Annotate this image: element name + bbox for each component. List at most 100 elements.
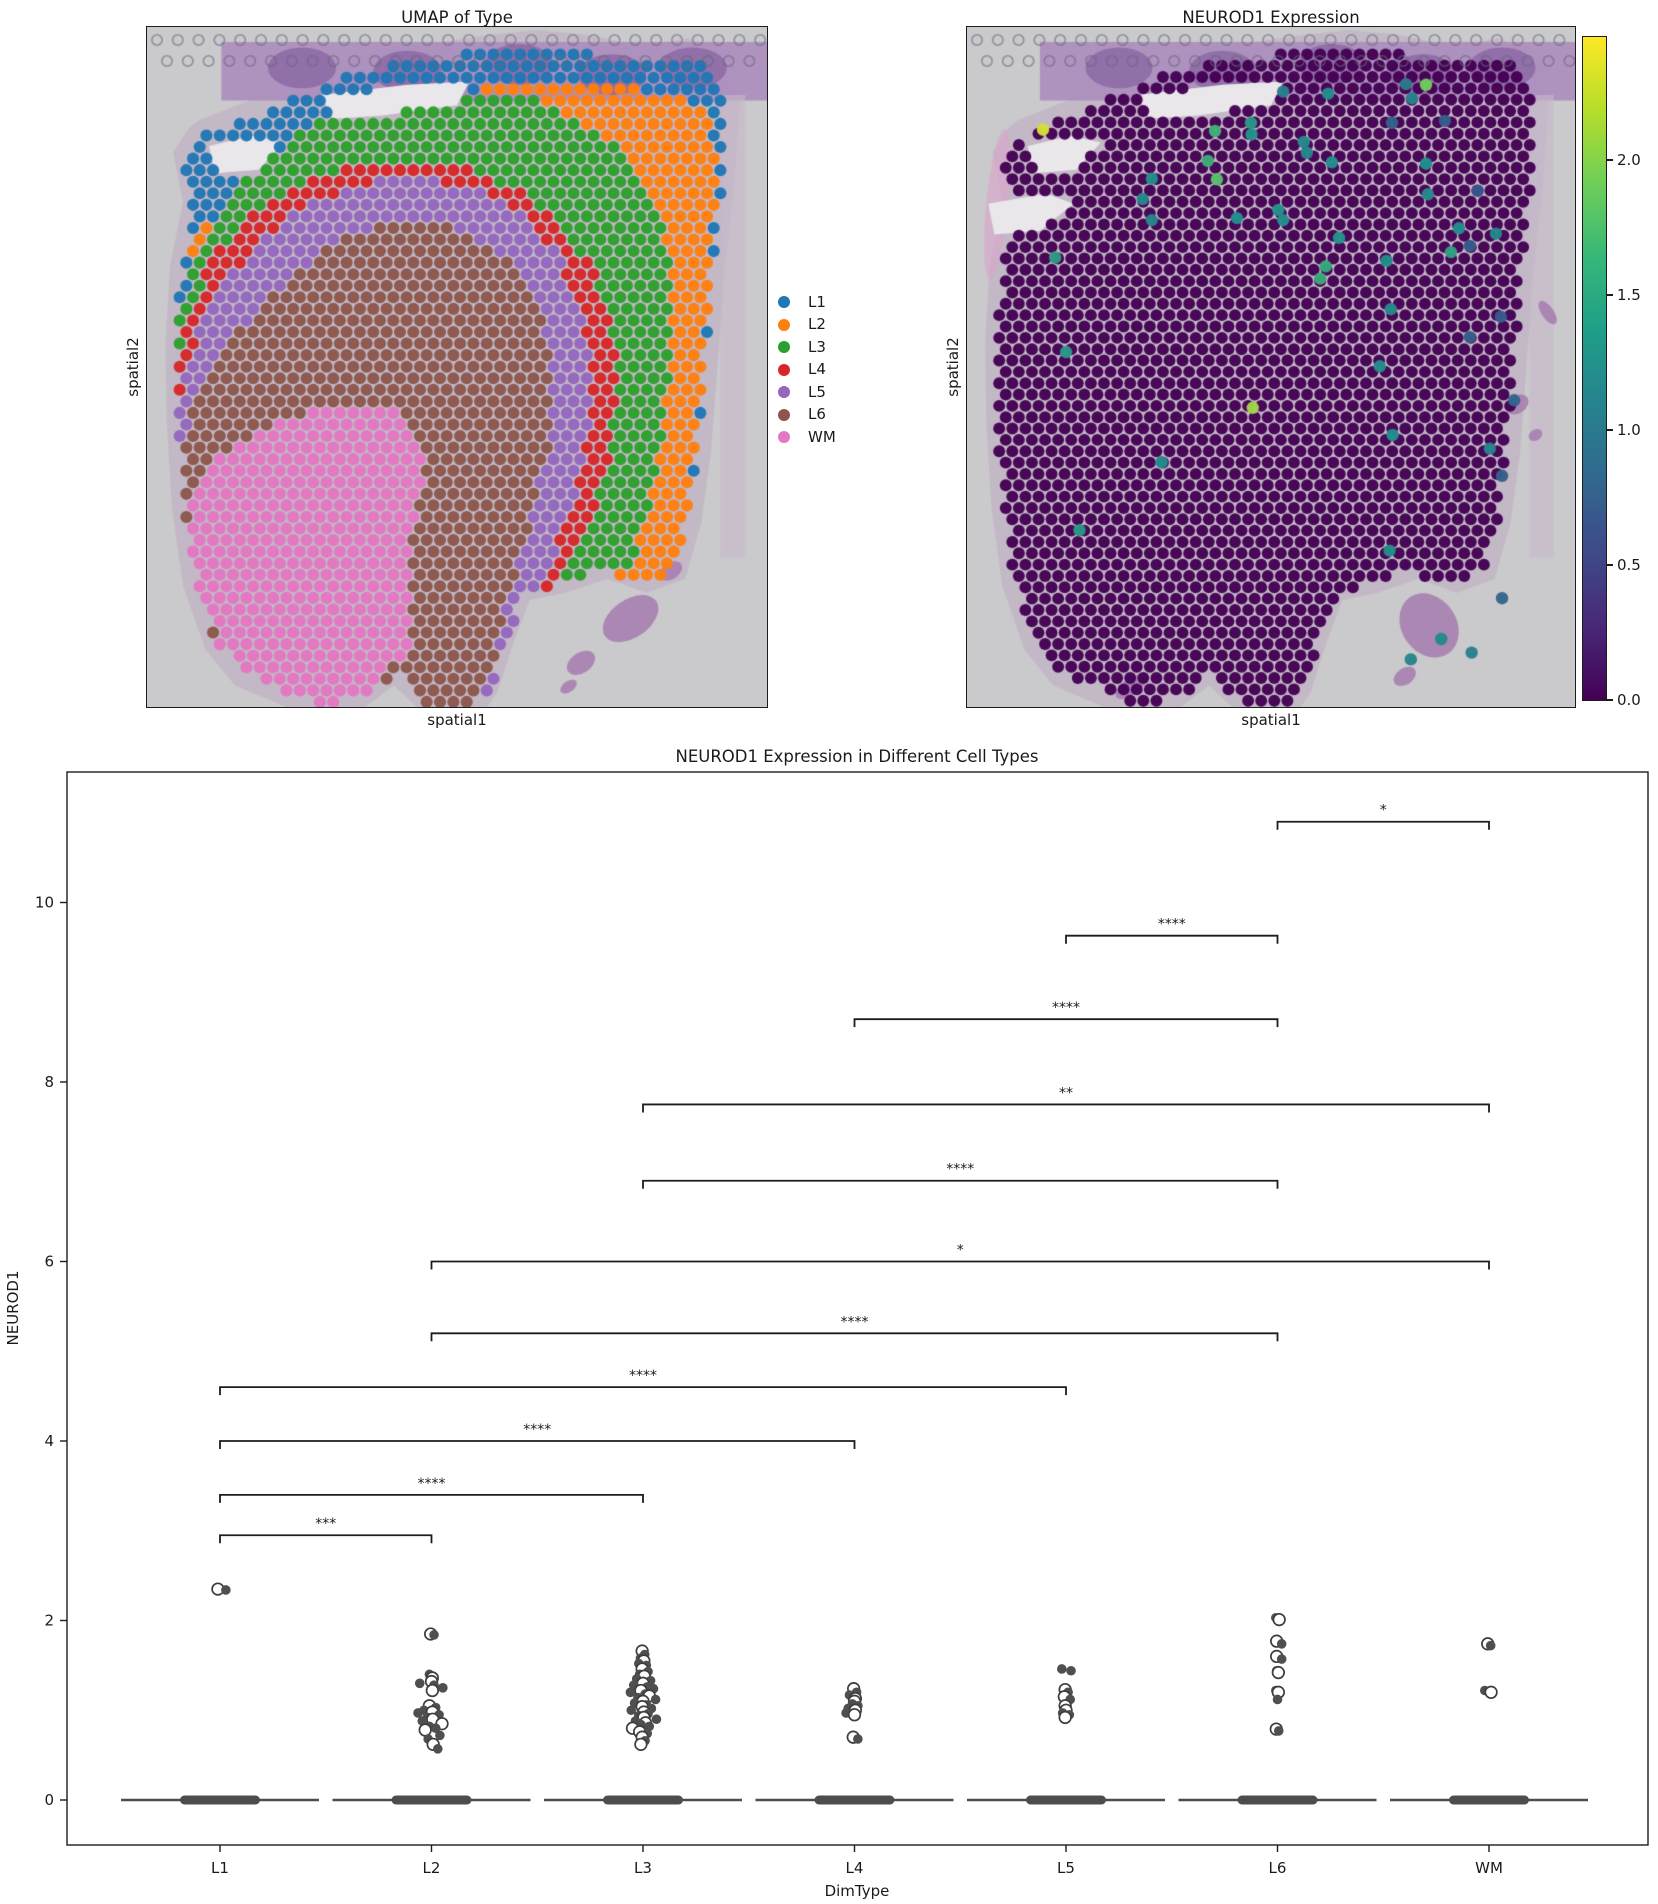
colorbar-tick-mark: [1607, 159, 1613, 161]
data-point-filled: [438, 1683, 448, 1693]
legend-label: L4: [808, 360, 826, 379]
colorbar-tick-label: 1.0: [1617, 421, 1641, 439]
data-point-open: [1058, 1710, 1072, 1725]
legend-entry-L4: L4: [778, 359, 836, 382]
data-point-open: [847, 1708, 862, 1722]
legend-dot-icon: [778, 408, 790, 421]
legend-label: L5: [808, 382, 826, 401]
legend-entry-L2: L2: [778, 314, 836, 337]
cell-type-legend: L1 L2 L3 L4 L5 L6 WM: [778, 291, 836, 449]
data-point-open: [418, 1723, 432, 1737]
data-point-open: [1484, 1685, 1498, 1699]
legend-entry-WM: WM: [778, 426, 836, 449]
legend-label: L2: [808, 315, 826, 334]
data-point-filled: [651, 1714, 662, 1725]
colorbar-tick-label: 2.0: [1617, 151, 1641, 169]
y-tick-label: 8: [44, 1073, 54, 1091]
data-point-open: [1271, 1665, 1285, 1680]
data-point-filled: [1273, 1726, 1284, 1736]
significance-label-L1-L5: ****: [629, 1368, 657, 1384]
data-point-filled: [433, 1744, 443, 1754]
legend-dot-icon: [778, 386, 790, 399]
umap-ylabel: spatial2: [124, 337, 142, 397]
legend-dot-icon: [778, 296, 790, 309]
colorbar-tick-mark: [1607, 429, 1613, 431]
legend-label: L3: [808, 337, 826, 356]
box-body-L5: [1026, 1795, 1106, 1805]
significance-bar-L2-WM: [430, 1260, 1490, 1270]
colorbar-tick-mark: [1607, 564, 1613, 566]
data-point-filled: [435, 1730, 445, 1741]
significance-bar-L1-L3: [219, 1493, 644, 1503]
expression-ylabel: spatial2: [944, 337, 962, 397]
box-body-WM: [1449, 1795, 1529, 1805]
data-point-filled: [414, 1678, 425, 1689]
significance-label-L3-L6: ****: [946, 1162, 974, 1178]
colorbar-tick-mark: [1607, 294, 1613, 296]
significance-bar-L5-L6: [1065, 934, 1279, 944]
box-body-L2: [391, 1795, 472, 1805]
data-point-filled: [1272, 1694, 1283, 1705]
legend-entry-L6: L6: [778, 404, 836, 427]
x-tick-label-L6: L6: [1269, 1859, 1287, 1877]
expression-xlabel: spatial1: [1241, 711, 1301, 729]
data-point-filled: [413, 1708, 423, 1718]
legend-entry-L3: L3: [778, 336, 836, 359]
significance-bar-L3-WM: [642, 1103, 1490, 1113]
x-tick-label-L1: L1: [211, 1859, 229, 1877]
x-tick-label-L5: L5: [1057, 1859, 1075, 1877]
umap-panel-title: UMAP of Type: [401, 8, 513, 27]
data-point-filled: [626, 1705, 637, 1716]
umap-spatial-plot: [146, 26, 768, 708]
legend-entry-L5: L5: [778, 381, 836, 404]
celltype-expression-chart: NEUROD1 Expression in Different Cell Typ…: [0, 740, 1658, 1904]
legend-label: WM: [808, 427, 836, 446]
significance-bar-L6-WM: [1276, 820, 1490, 830]
colorbar-tick-label: 1.5: [1617, 286, 1641, 304]
box-body-L4: [814, 1795, 895, 1805]
legend-dot-icon: [778, 363, 790, 376]
data-point-filled: [853, 1734, 863, 1744]
colorbar-tick-label: 0.5: [1617, 556, 1641, 574]
box-body-L3: [603, 1795, 683, 1805]
significance-label-L2-L6: ****: [841, 1314, 869, 1330]
significance-bar-L2-L6: [430, 1332, 1279, 1342]
expression-panel-title: NEUROD1 Expression: [1182, 8, 1360, 27]
strip-chart-ylabel: NEUROD1: [4, 1271, 22, 1346]
box-body-L6: [1237, 1795, 1318, 1805]
strip-chart-axes: [66, 771, 1649, 1846]
data-point-filled: [1057, 1664, 1067, 1674]
x-tick-label-L3: L3: [634, 1859, 652, 1877]
significance-bar-L1-L4: [219, 1440, 856, 1449]
data-point-open: [1272, 1612, 1286, 1627]
box-body-L1: [180, 1795, 260, 1805]
significance-label-L1-L4: ****: [523, 1422, 551, 1438]
colorbar-tick-label: 0.0: [1617, 691, 1641, 709]
x-tick-label-L2: L2: [423, 1859, 441, 1877]
y-tick-label: 4: [44, 1432, 54, 1450]
legend-dot-icon: [778, 431, 790, 444]
y-tick-label: 6: [44, 1253, 54, 1271]
data-point-filled: [1276, 1639, 1287, 1649]
legend-label: L1: [808, 292, 826, 311]
legend-entry-L1: L1: [778, 291, 836, 314]
significance-label-L1-L2: ***: [315, 1516, 336, 1532]
x-tick-label-WM: WM: [1475, 1859, 1503, 1877]
data-point-filled: [1276, 1654, 1287, 1664]
umap-xlabel: spatial1: [427, 711, 487, 729]
significance-label-L2-WM: *: [957, 1243, 964, 1259]
data-point-filled: [1066, 1665, 1076, 1676]
celltype-expression-svg: NEUROD1 Expression in Different Cell Typ…: [4, 747, 1649, 1900]
colorbar-tick-mark: [1607, 699, 1613, 701]
data-point-open: [634, 1737, 648, 1752]
significance-label-L1-L3: ****: [418, 1476, 446, 1492]
data-point-filled: [221, 1585, 231, 1595]
legend-label: L6: [808, 405, 826, 424]
data-point-filled: [430, 1723, 441, 1733]
data-point-filled: [1485, 1640, 1496, 1651]
data-point-open: [425, 1683, 439, 1698]
legend-dot-icon: [778, 341, 790, 354]
significance-bar-L1-L2: [219, 1534, 433, 1544]
expression-spatial-plot: [966, 26, 1576, 708]
